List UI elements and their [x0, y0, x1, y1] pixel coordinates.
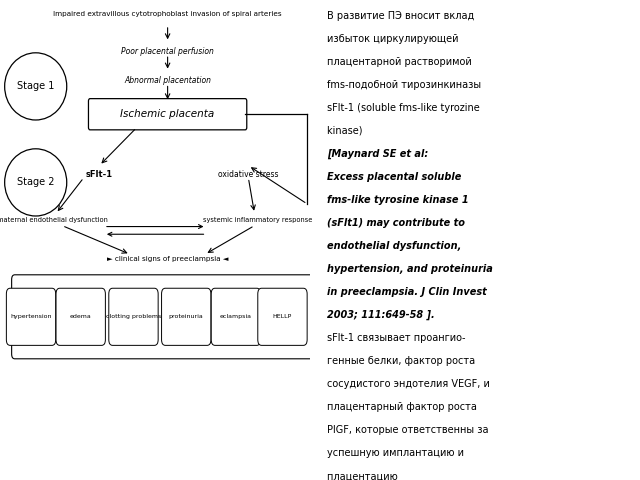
- Text: sFlt-1: sFlt-1: [86, 170, 113, 180]
- Text: Impaired extravillous cytotrophoblast invasion of spiral arteries: Impaired extravillous cytotrophoblast in…: [53, 11, 282, 16]
- Text: [Maynard SE et al:: [Maynard SE et al:: [327, 149, 428, 159]
- Text: Stage 2: Stage 2: [17, 178, 54, 187]
- Text: Abnormal placentation: Abnormal placentation: [124, 76, 211, 85]
- FancyBboxPatch shape: [258, 288, 307, 346]
- Text: endothelial dysfunction,: endothelial dysfunction,: [327, 241, 461, 251]
- Text: eclampsia: eclampsia: [220, 314, 252, 319]
- Text: sFlt-1 (soluble fms-like tyrozine: sFlt-1 (soluble fms-like tyrozine: [327, 103, 479, 113]
- FancyBboxPatch shape: [109, 288, 158, 346]
- Text: плацентацию: плацентацию: [327, 471, 401, 480]
- Text: В развитие ПЭ вносит вклад: В развитие ПЭ вносит вклад: [327, 11, 474, 21]
- Text: proteinuria: proteinuria: [169, 314, 204, 319]
- Text: maternal endothelial dysfunction: maternal endothelial dysfunction: [0, 217, 108, 223]
- Text: Poor placental perfusion: Poor placental perfusion: [121, 47, 214, 56]
- Text: избыток циркулирующей: избыток циркулирующей: [327, 34, 458, 44]
- Text: HELLP: HELLP: [273, 314, 292, 319]
- Text: PlGF, которые ответственны за: PlGF, которые ответственны за: [327, 425, 488, 435]
- FancyBboxPatch shape: [88, 99, 247, 130]
- Text: hypertension: hypertension: [10, 314, 52, 319]
- Text: sFlt-1 связывает проангио-: sFlt-1 связывает проангио-: [327, 333, 465, 343]
- Text: Excess placental soluble: Excess placental soluble: [327, 172, 461, 182]
- FancyBboxPatch shape: [12, 275, 324, 359]
- FancyBboxPatch shape: [6, 288, 56, 346]
- Text: fms-подобной тирозинкиназы: fms-подобной тирозинкиназы: [327, 80, 481, 90]
- Text: плацентарной растворимой: плацентарной растворимой: [327, 57, 472, 67]
- Text: in preeclampsia. J Clin Invest: in preeclampsia. J Clin Invest: [327, 287, 486, 297]
- Text: (sFlt1) may contribute to: (sFlt1) may contribute to: [327, 218, 465, 228]
- Text: ► clinical signs of preeclampsia ◄: ► clinical signs of preeclampsia ◄: [107, 256, 228, 262]
- Text: успешную имплантацию и: успешную имплантацию и: [327, 448, 464, 458]
- Text: сосудистого эндотелия VEGF, и: сосудистого эндотелия VEGF, и: [327, 379, 490, 389]
- Text: генные белки, фактор роста: генные белки, фактор роста: [327, 356, 475, 366]
- Text: fms-like tyrosine kinase 1: fms-like tyrosine kinase 1: [327, 195, 468, 205]
- Text: edema: edema: [70, 314, 92, 319]
- FancyBboxPatch shape: [211, 288, 260, 346]
- FancyBboxPatch shape: [56, 288, 106, 346]
- Text: systemic inflammatory response: systemic inflammatory response: [203, 217, 312, 223]
- FancyBboxPatch shape: [161, 288, 211, 346]
- Text: hypertension, and proteinuria: hypertension, and proteinuria: [327, 264, 493, 274]
- Text: плацентарный фактор роста: плацентарный фактор роста: [327, 402, 477, 412]
- Text: clotting problems: clotting problems: [106, 314, 161, 319]
- Text: Stage 1: Stage 1: [17, 82, 54, 91]
- Text: Ischemic placenta: Ischemic placenta: [120, 109, 215, 119]
- Text: kinase): kinase): [327, 126, 365, 136]
- Text: oxidative stress: oxidative stress: [218, 170, 278, 180]
- Text: 2003; 111:649-58 ].: 2003; 111:649-58 ].: [327, 310, 435, 320]
